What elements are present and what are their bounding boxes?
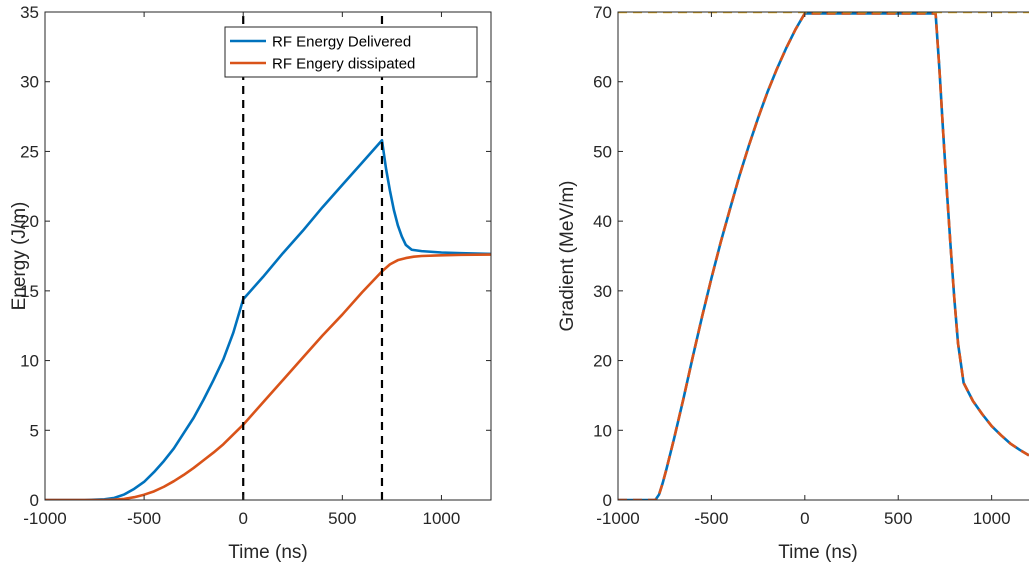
gradient-y-tick-label: 50 xyxy=(593,142,612,161)
gradient-y-tick-label: 10 xyxy=(593,421,612,440)
gradient-x-tick-label: 1000 xyxy=(973,509,1011,528)
legend-box xyxy=(224,26,478,78)
gradient-y-axis-label: Gradient (MeV/m) xyxy=(557,181,578,332)
energy-y-tick-label: 5 xyxy=(30,421,39,440)
energy-x-tick-label: -500 xyxy=(127,509,161,528)
energy-chart: -1000 -500 0 500 1000 0 5 10 15 20 25 30 35 Time (ns… xyxy=(9,3,492,563)
energy-y-tick-label: 0 xyxy=(30,491,39,510)
gradient-y-tick-label: 60 xyxy=(593,73,612,92)
gradient-y-tick-label: 20 xyxy=(593,352,612,371)
gradient-series-1-line xyxy=(618,12,1029,500)
gradient-x-tick-label: -500 xyxy=(694,509,728,528)
energy-x-tick-label: 500 xyxy=(328,509,356,528)
gradient-plot-area xyxy=(618,12,1029,500)
energy-axes-box xyxy=(44,11,492,501)
energy-legend: RF Energy Delivered RF Engery dissipated xyxy=(224,26,478,78)
energy-x-axis-label: Time (ns) xyxy=(228,542,308,563)
gradient-axes-box xyxy=(617,11,1029,501)
gradient-y-tick-label: 30 xyxy=(593,282,612,301)
energy-x-tick-label: 1000 xyxy=(423,509,461,528)
gradient-y-tick-label: 70 xyxy=(593,3,612,22)
gradient-x-tick-label: 0 xyxy=(800,509,809,528)
energy-x-tick-label: 0 xyxy=(238,509,247,528)
gradient-chart: -1000 -500 0 500 1000 0 10 20 30 40 50 60 70 Time (n… xyxy=(557,3,1029,563)
energy-y-tick-label: 25 xyxy=(20,142,39,161)
energy-y-tick-label: 20 xyxy=(20,212,39,231)
gradient-x-tick-label: -1000 xyxy=(596,509,639,528)
energy-y-axis-label: Energy (J/m) xyxy=(9,202,30,311)
legend-label-delivered: RF Energy Delivered xyxy=(272,34,411,51)
legend-label-dissipated: RF Engery dissipated xyxy=(272,56,415,73)
energy-y-tick-label: 15 xyxy=(20,282,39,301)
energy-y-tick-label: 10 xyxy=(20,352,39,371)
gradient-y-tick-label: 0 xyxy=(603,491,612,510)
energy-y-tick-label: 30 xyxy=(20,73,39,92)
gradient-y-tick-label: 40 xyxy=(593,212,612,231)
energy-series-0-line xyxy=(45,138,491,500)
energy-series-1-line xyxy=(45,253,491,500)
gradient-x-axis-label: Time (ns) xyxy=(778,542,858,563)
energy-y-tick-label: 35 xyxy=(20,3,39,22)
energy-x-tick-label: -1000 xyxy=(23,509,66,528)
gradient-x-tick-label: 500 xyxy=(884,509,912,528)
